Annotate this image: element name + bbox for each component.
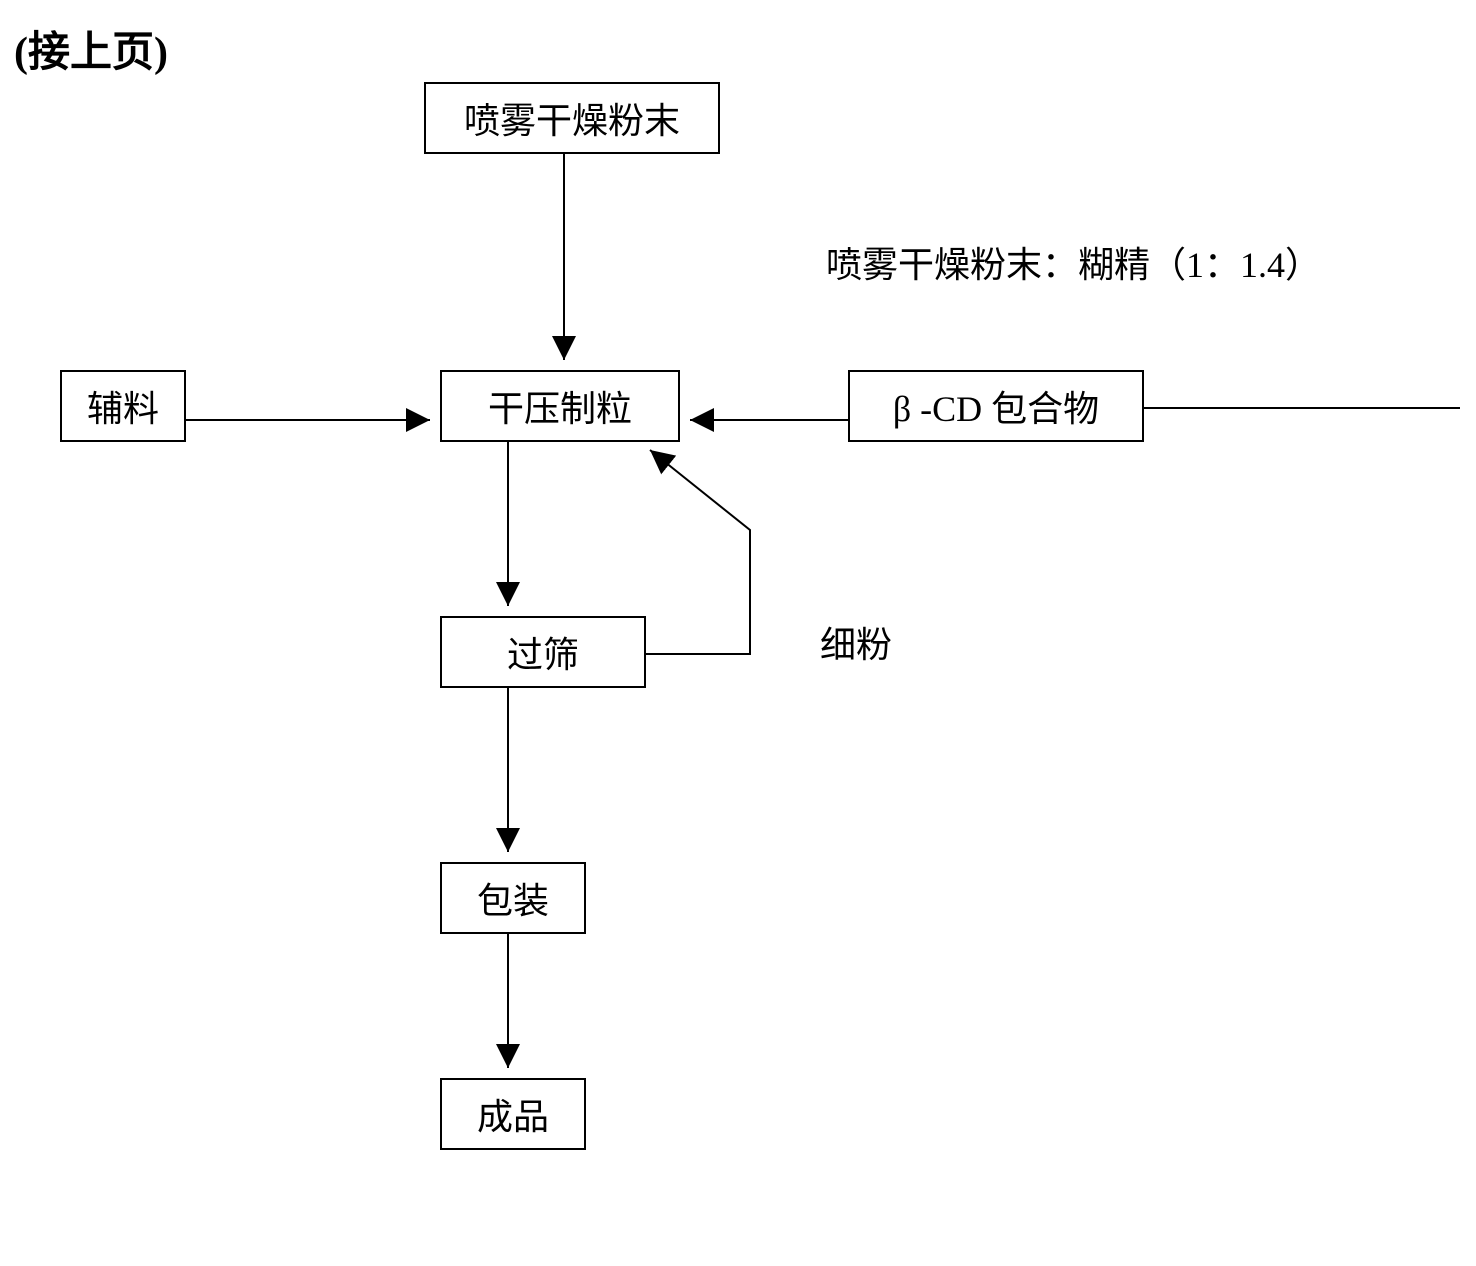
arrow-fine-powder-recycle [646, 450, 750, 654]
arrows-layer [0, 0, 1476, 1266]
flowchart-canvas: (接上页) 喷雾干燥粉末 辅料 干压制粒 β -CD 包合物 过筛 包装 成品 … [0, 0, 1476, 1266]
